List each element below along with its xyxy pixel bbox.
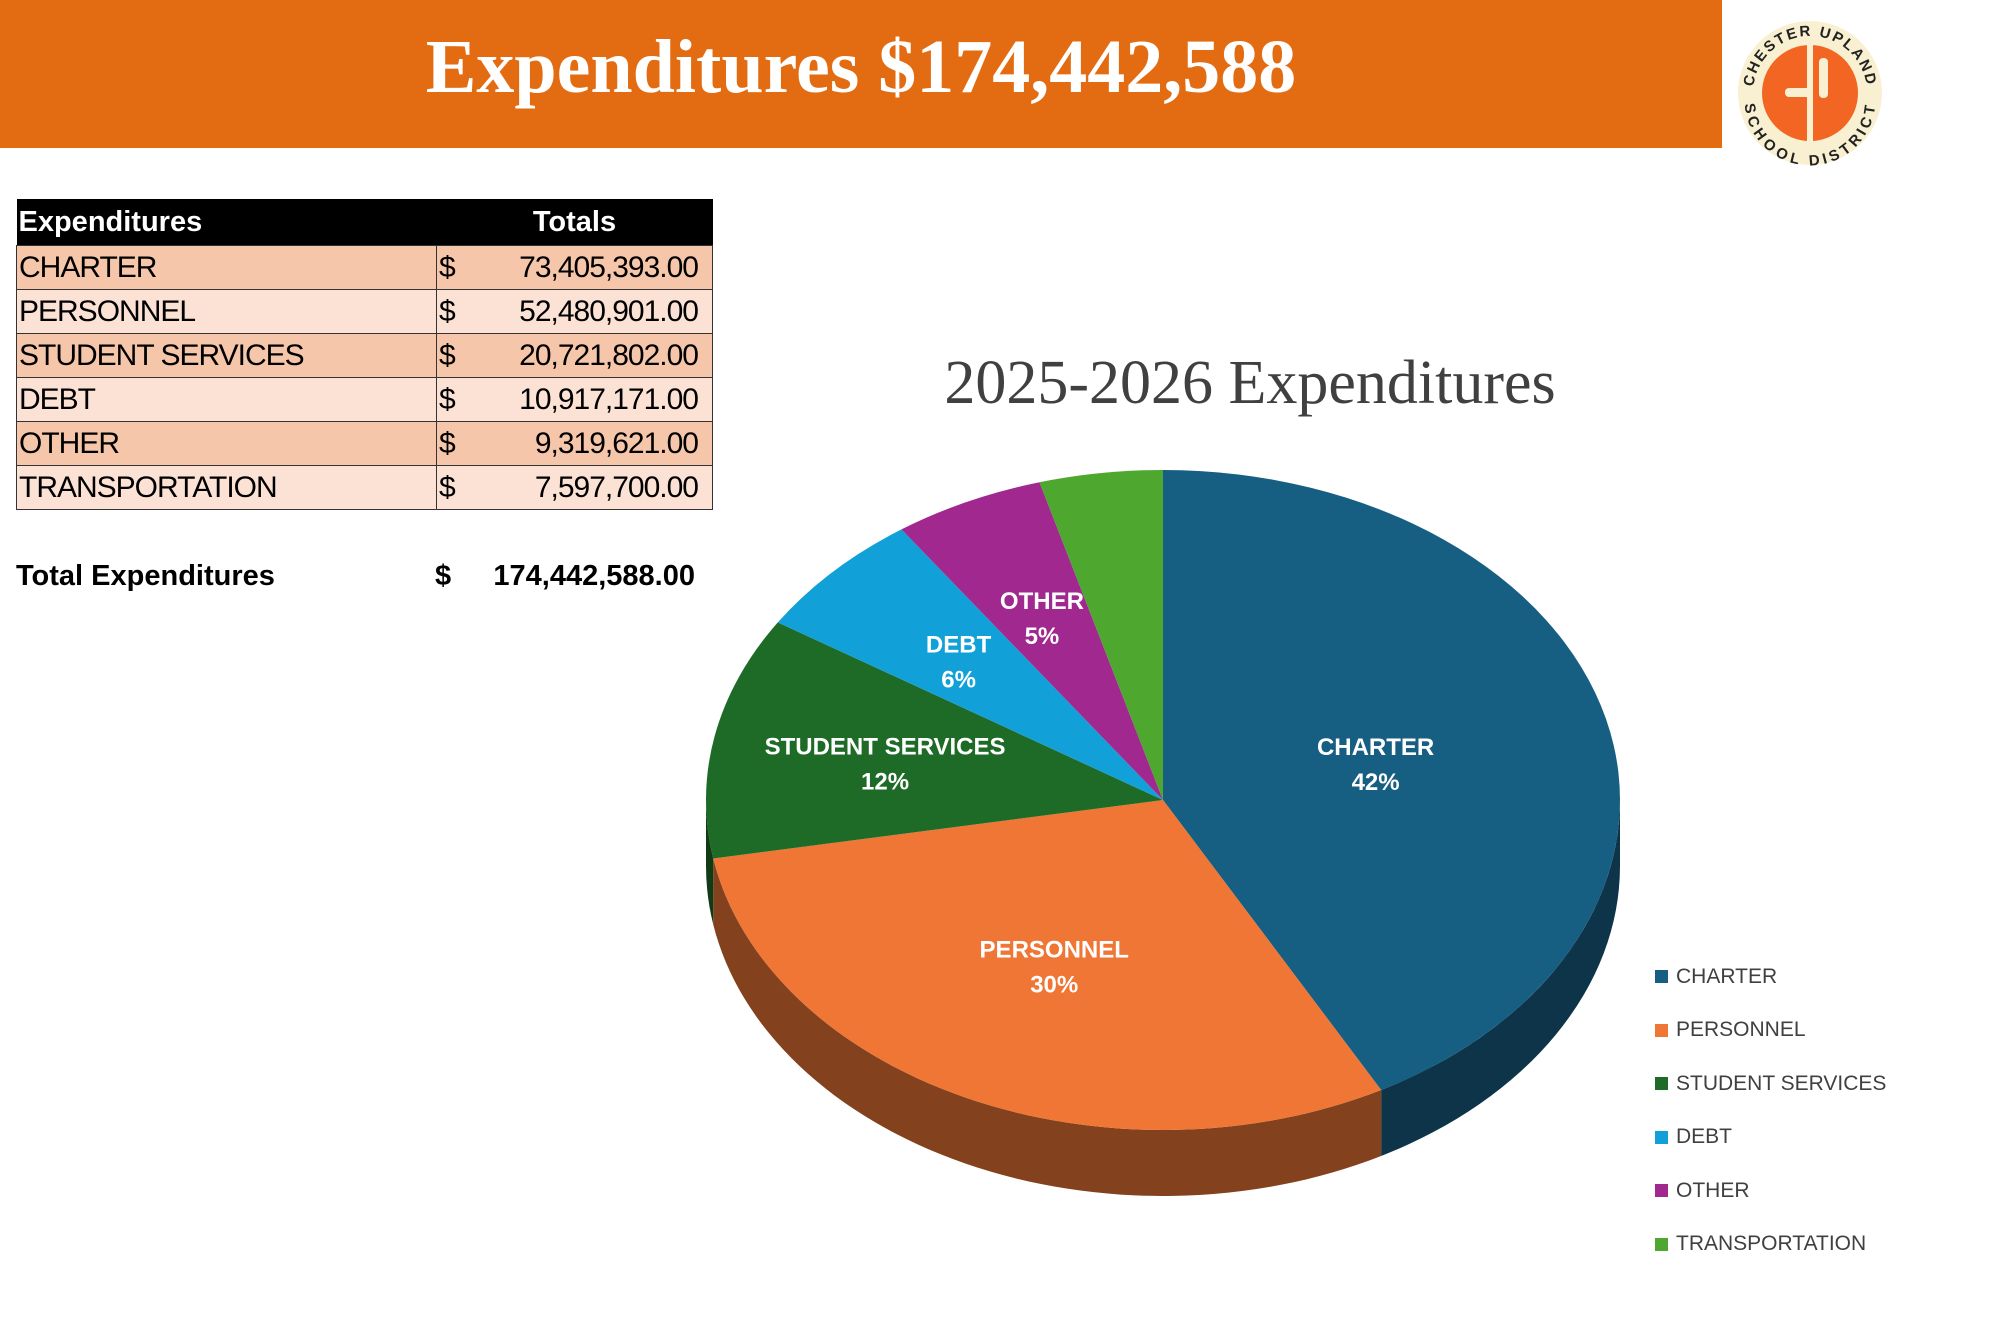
total-label: Total Expenditures	[16, 560, 275, 592]
data-label-percent: 5%	[1025, 623, 1060, 650]
table-row: DEBT $10,917,171.00	[16, 377, 713, 422]
pie-slice-other	[901, 482, 1163, 800]
pie-slice-transportation	[1039, 470, 1163, 800]
table-row: CHARTER $73,405,393.00	[16, 245, 713, 290]
legend-item: TRANSPORTATION	[1655, 1218, 1886, 1272]
data-label-category: OTHER	[1000, 588, 1084, 615]
data-label-percent: 12%	[861, 768, 909, 795]
table-row: TRANSPORTATION $7,597,700.00	[16, 465, 713, 510]
legend-item: STUDENT SERVICES	[1655, 1057, 1886, 1111]
total-currency: $	[435, 560, 452, 592]
total-amount: 174,442,588.00	[493, 560, 695, 592]
legend-label: DEBT	[1676, 1125, 1733, 1149]
row-amount: 7,597,700.00	[456, 465, 713, 510]
row-amount: 10,917,171.00	[456, 377, 713, 422]
row-name: PERSONNEL	[16, 289, 437, 334]
pie-side-charter	[1381, 800, 1620, 1156]
row-currency: $	[435, 465, 457, 510]
row-currency: $	[435, 289, 457, 334]
data-label-category: DEBT	[926, 631, 992, 658]
chart-legend: CHARTER PERSONNEL STUDENT SERVICES DEBT OTHE…	[1655, 950, 1886, 1271]
legend-swatch	[1655, 1130, 1668, 1144]
legend-label: STUDENT SERVICES	[1676, 1071, 1887, 1095]
data-label-percent: 6%	[941, 666, 976, 693]
table-row: OTHER $9,319,621.00	[16, 421, 713, 466]
legend-item: PERSONNEL	[1655, 1004, 1886, 1058]
pie-slice-charter	[1163, 470, 1620, 1090]
row-amount: 20,721,802.00	[456, 333, 713, 378]
row-amount: 73,405,393.00	[456, 245, 713, 290]
legend-item: OTHER	[1655, 1164, 1886, 1218]
row-name: CHARTER	[16, 245, 437, 290]
expenditures-table: Expenditures Totals CHARTER $73,405,393.0…	[16, 199, 713, 510]
table-row: PERSONNEL $52,480,901.00	[16, 289, 713, 334]
legend-swatch	[1655, 1184, 1668, 1198]
legend-label: PERSONNEL	[1676, 1018, 1806, 1042]
data-label-percent: 42%	[1352, 769, 1400, 796]
data-label-category: CHARTER	[1317, 734, 1434, 761]
legend-swatch	[1655, 1077, 1668, 1091]
district-logo: CHESTER UPLAND SCHOOL DISTRICT	[1738, 21, 1882, 168]
data-label-percent: 30%	[1030, 972, 1078, 999]
chart-title: 2025-2026 Expenditures	[944, 349, 1556, 417]
row-amount: 52,480,901.00	[456, 289, 713, 334]
data-label-category: PERSONNEL	[980, 937, 1129, 964]
row-currency: $	[435, 333, 457, 378]
pie-side-student-services	[706, 800, 714, 925]
row-name: OTHER	[16, 421, 437, 466]
legend-item: DEBT	[1655, 1111, 1886, 1165]
row-currency: $	[435, 421, 457, 466]
row-name: DEBT	[16, 377, 437, 422]
row-amount: 9,319,621.00	[456, 421, 713, 466]
row-name: TRANSPORTATION	[16, 465, 437, 510]
legend-swatch	[1655, 970, 1668, 984]
pie-slice-debt	[777, 529, 1163, 800]
legend-swatch	[1655, 1023, 1668, 1037]
table-row: STUDENT SERVICES $20,721,802.00	[16, 333, 713, 378]
row-currency: $	[435, 245, 457, 290]
legend-label: OTHER	[1676, 1178, 1750, 1202]
header-totals: Totals	[436, 199, 713, 246]
legend-label: CHARTER	[1676, 964, 1778, 988]
legend-item: CHARTER	[1655, 950, 1886, 1004]
legend-label: TRANSPORTATION	[1676, 1232, 1867, 1256]
legend-swatch	[1655, 1237, 1668, 1251]
header-banner: Expenditures $174,442,588	[0, 0, 1722, 148]
banner-title: Expenditures $174,442,588	[425, 25, 1297, 109]
pie-slice-personnel	[713, 800, 1382, 1130]
data-label-category: STUDENT SERVICES	[765, 733, 1006, 760]
pie-side-personnel	[713, 858, 1382, 1196]
pie-slice-student-services	[706, 622, 1163, 859]
header-expenditures: Expenditures	[16, 199, 437, 246]
